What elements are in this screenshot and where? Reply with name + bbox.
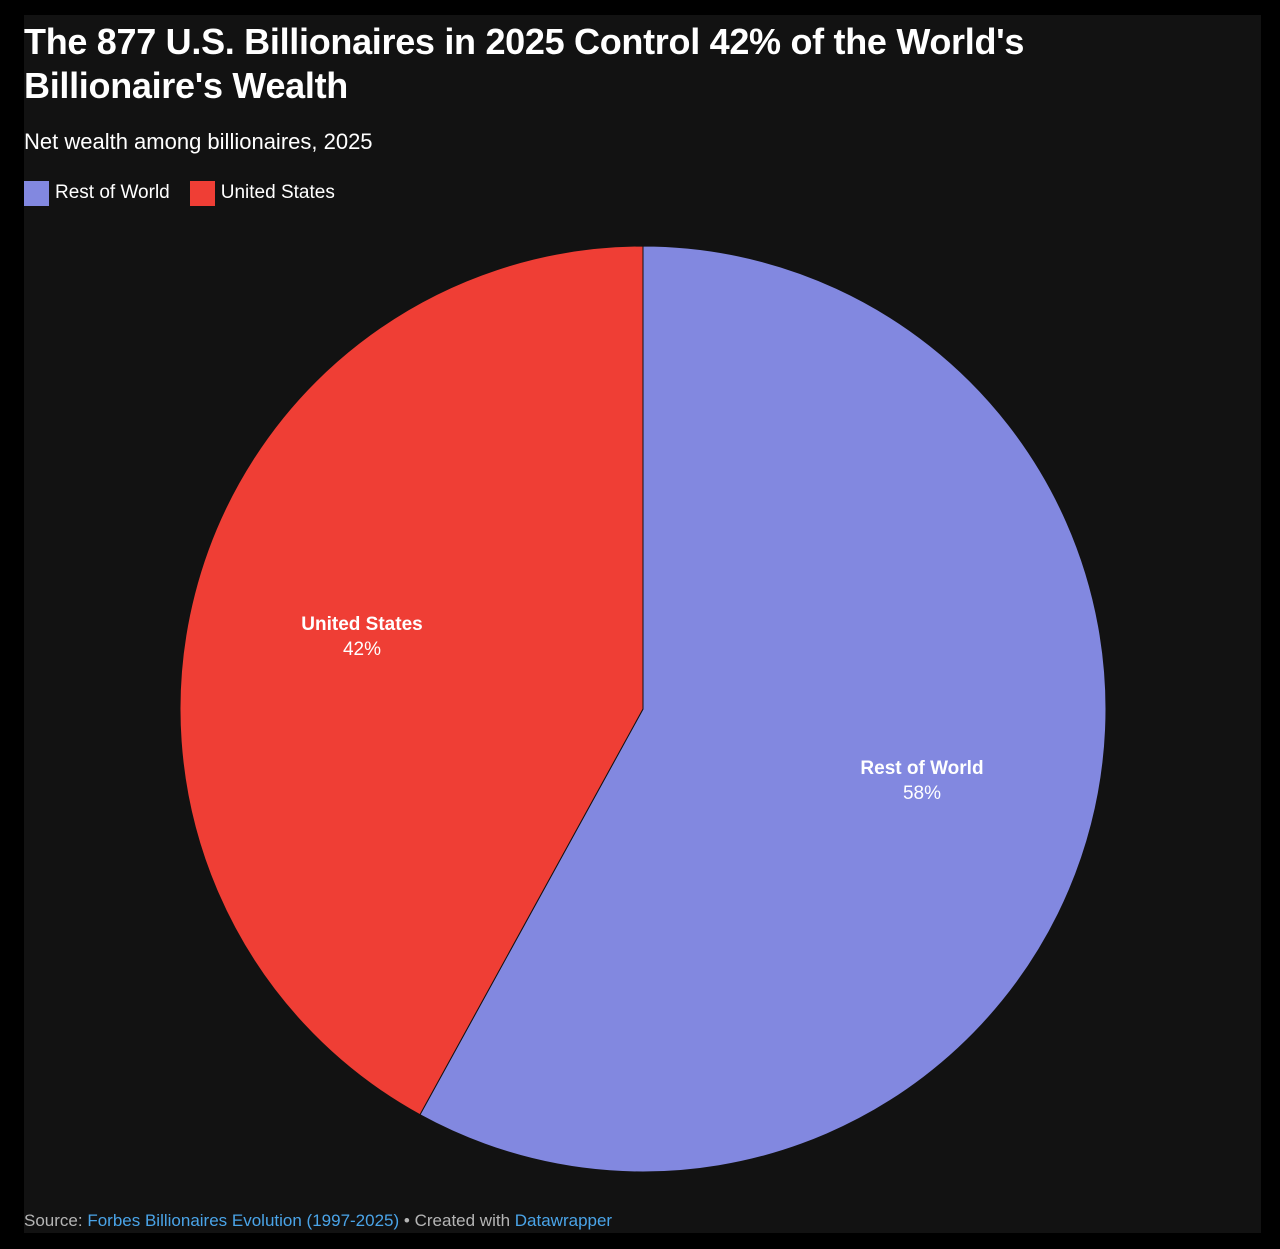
datawrapper-link[interactable]: Datawrapper — [514, 1211, 613, 1230]
slice-name: United States — [301, 614, 423, 635]
created-with-prefix: Created with — [414, 1211, 511, 1230]
slice-label-rest-of-world: Rest of World 58% — [860, 756, 983, 806]
source-prefix: Source: — [24, 1211, 83, 1230]
legend-swatch-united-states — [189, 180, 215, 206]
legend-label: United States — [220, 182, 335, 203]
chart-title: The 877 U.S. Billionaires in 2025 Contro… — [24, 21, 1025, 106]
pie-slice-rest-of-world[interactable] — [419, 245, 1107, 1173]
slice-name: Rest of World — [860, 758, 984, 779]
pie-slice-united-states[interactable] — [179, 245, 644, 1116]
footer: Source: Forbes Billionaires Evolution (1… — [24, 1209, 612, 1233]
legend-item-united-states: United States — [189, 180, 335, 206]
slice-percent: 42% — [342, 639, 382, 660]
legend-swatch-rest-of-world — [24, 180, 49, 206]
slice-label-united-states: United States 42% — [301, 612, 422, 662]
slice-percent: 58% — [902, 783, 942, 804]
footer-separator: • — [403, 1211, 410, 1230]
legend-label: Rest of World — [55, 182, 170, 203]
source-link[interactable]: Forbes Billionaires Evolution (1997-2025… — [87, 1211, 400, 1230]
chart-subtitle: Net wealth among billionaires, 2025 — [24, 129, 373, 154]
legend-item-rest-of-world: Rest of World — [24, 180, 170, 206]
legend: Rest of World United States — [24, 180, 355, 206]
